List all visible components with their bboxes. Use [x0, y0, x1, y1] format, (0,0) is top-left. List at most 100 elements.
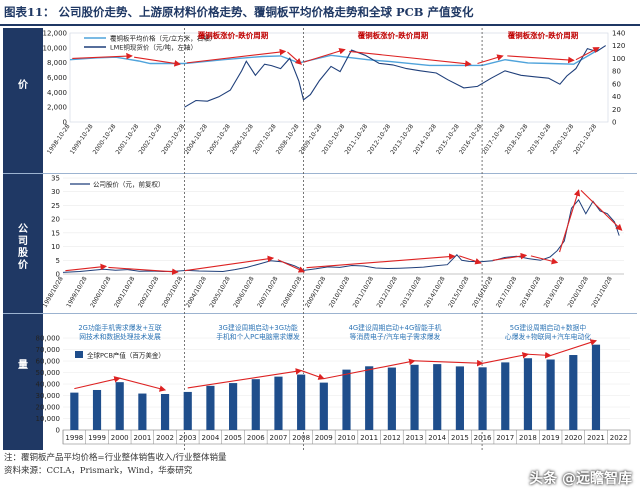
price-x-tick-label: 2003-10-28 — [160, 123, 186, 156]
stock-x-tick-label: 2013/10/28 — [399, 275, 422, 309]
lme-copper-line — [184, 45, 606, 108]
pcb-value-bar — [92, 389, 102, 430]
stock-x-tick-label: 2005/10/28 — [208, 275, 231, 309]
price-x-tick-label: 2001-10-28 — [115, 123, 141, 156]
price-trend-arrow — [72, 52, 133, 60]
pcb-value-bar — [274, 376, 283, 430]
bar-y-tick-label: 70,000 — [36, 346, 61, 354]
price-x-tick-label: 2005-10-28 — [206, 123, 232, 156]
pcb-value-bar — [251, 379, 260, 430]
stock-trend-arrow — [277, 259, 306, 273]
growth-driver-annotation: 等消费电子/汽车电子需求爆发 — [350, 332, 441, 341]
bar-category-label: 2001 — [133, 434, 151, 442]
pcb-trend-arrow — [187, 368, 303, 389]
growth-driver-annotation: 手机和个人PC电脑需求爆发 — [216, 332, 300, 341]
stock-trend-arrow — [580, 189, 623, 231]
pcb-value-bar — [455, 366, 464, 430]
stock-x-tick-label: 1999/10/28 — [65, 275, 88, 309]
bar-category-label: 2009 — [315, 434, 333, 442]
bar-category-label: 1999 — [88, 434, 106, 442]
bar-category-label: 2004 — [202, 434, 220, 442]
stock-x-tick-label: 2019/10/28 — [543, 275, 566, 309]
stock-x-tick-label: 2020/10/28 — [567, 275, 590, 309]
price-trend-arrow — [134, 56, 181, 67]
figure-title-bar: 图表11： 公司股价走势、上游原材料价格走势、覆铜板平均价格走势和全球 PCB … — [0, 0, 640, 26]
price-x-tick-label: 2011-10-28 — [344, 123, 370, 156]
stock-x-tick-label: 2004/10/28 — [185, 275, 208, 309]
price-x-tick-label: 1999-10-28 — [69, 123, 95, 156]
price-x-tick-label: 2000-10-28 — [92, 123, 118, 156]
pcb-value-bar — [319, 382, 328, 430]
growth-driver-annotation: 3G建设周期启动+3G功能 — [218, 323, 297, 332]
price-trend-arrow — [303, 47, 346, 63]
bar-category-label: 2008 — [292, 434, 310, 442]
stock-x-tick-label: 2015/10/28 — [447, 275, 470, 309]
price-x-tick-label: 2004-10-28 — [183, 123, 209, 156]
pcb-value-bar — [297, 374, 306, 430]
price-x-tick-label: 2020-10-28 — [550, 123, 576, 156]
stock-x-tick-label: 2011/10/28 — [352, 275, 375, 309]
bar-y-tick-label: 20,000 — [36, 404, 61, 412]
stock-x-tick-label: 2017/10/28 — [495, 275, 518, 309]
growth-driver-annotation: 5G建设周期启动+数据中 — [510, 323, 587, 332]
section-label-price: 价 — [18, 80, 28, 91]
cycle-label: 覆铜板涨价-跌价周期 — [358, 30, 429, 40]
stock-trend-arrow — [459, 255, 482, 265]
pcb-trend-arrow — [414, 359, 484, 367]
stock-x-tick-label: 2001/10/28 — [113, 275, 136, 309]
pcb-trend-arrow — [74, 376, 121, 390]
price-right-tick-label: 40 — [612, 93, 621, 101]
price-left-tick-label: 6,000 — [47, 74, 67, 82]
growth-driver-annotation: 4G建设周期启动+4G智能手机 — [349, 323, 442, 332]
stock-x-tick-label: 2018/10/28 — [519, 275, 542, 309]
stock-trend-arrow — [306, 253, 456, 269]
pcb-value-bar — [501, 362, 510, 430]
price-plot-frame — [69, 32, 609, 123]
price-right-tick-label: 20 — [612, 106, 621, 114]
price-x-tick-label: 2002-10-28 — [137, 123, 163, 156]
price-left-tick-label: 0 — [63, 119, 67, 127]
pcb-value-bar — [365, 366, 374, 430]
stock-x-tick-label: 2014/10/28 — [423, 275, 446, 309]
price-trend-arrow — [507, 55, 575, 64]
price-x-tick-label: 2019-10-28 — [527, 123, 553, 156]
pcb-value-bar — [546, 359, 555, 430]
pcb-value-bar — [569, 355, 578, 430]
price-x-tick-label: 2014-10-28 — [412, 123, 438, 156]
stock-y-tick-label: 10 — [51, 243, 60, 251]
bar-y-tick-label: 10,000 — [36, 415, 61, 423]
price-trend-arrow — [349, 50, 472, 67]
stock-y-tick-label: 0 — [56, 271, 60, 279]
price-x-tick-label: 2013-10-28 — [389, 123, 415, 156]
stock-x-tick-label: 2009/10/28 — [304, 275, 327, 309]
price-left-tick-label: 12,000 — [43, 30, 68, 38]
legend-label-stock: 公司股价（元，前复权） — [93, 180, 165, 189]
stock-y-tick-label: 35 — [51, 175, 60, 183]
stock-y-tick-label: 5 — [56, 257, 60, 265]
bar-y-tick-label: 80,000 — [36, 335, 61, 343]
growth-driver-annotation: 心爆发+物联网+汽车电动化 — [505, 332, 591, 341]
stock-x-tick-label: 2008/10/28 — [280, 275, 303, 309]
cycle-label: 覆铜板涨价-跌价周期 — [198, 30, 269, 40]
price-x-tick-label: 2017-10-28 — [481, 123, 507, 156]
bar-category-label: 2015 — [451, 434, 469, 442]
price-left-tick-label: 8,000 — [47, 59, 67, 67]
bar-category-label: 2002 — [156, 434, 174, 442]
bar-category-label: 2019 — [542, 434, 560, 442]
price-right-tick-label: 80 — [612, 68, 621, 76]
pcb-trend-arrow — [550, 339, 598, 357]
stock-trend-arrow — [65, 263, 108, 272]
stock-trend-arrow — [184, 255, 275, 272]
bar-category-label: 2017 — [496, 434, 514, 442]
figure-title: 图表11： 公司股价走势、上游原材料价格走势、覆铜板平均价格走势和全球 PCB … — [4, 5, 474, 19]
section-divider-1 — [3, 173, 637, 174]
stock-trend-arrow — [530, 255, 559, 265]
stock-y-tick-label: 20 — [51, 216, 60, 224]
pcb-trend-arrow — [482, 352, 530, 364]
price-x-tick-label: 2016-10-28 — [458, 123, 484, 156]
stock-x-tick-label: 2016/10/28 — [471, 275, 494, 309]
watermark: 头条 @远瞻智库 — [529, 471, 632, 487]
pcb-value-bar — [410, 364, 419, 430]
bar-category-label: 2020 — [564, 434, 582, 442]
stock-price-line — [62, 199, 620, 273]
